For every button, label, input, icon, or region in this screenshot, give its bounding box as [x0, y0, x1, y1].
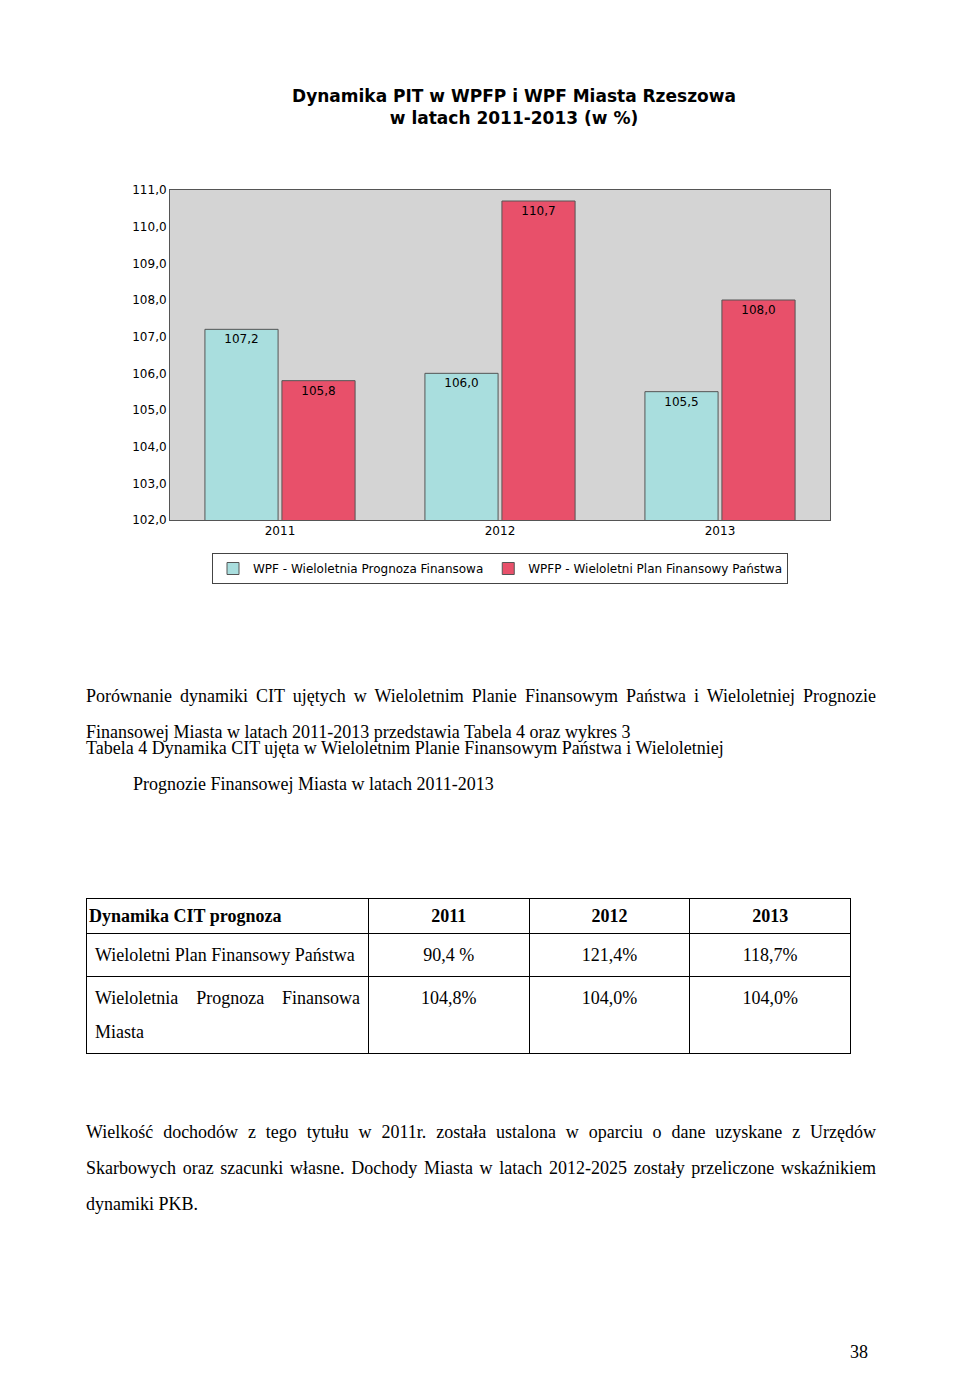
svg-text:110,0: 110,0 — [132, 220, 166, 234]
html-text:2011: 2011 — [431, 906, 467, 926]
svg-text:2011: 2011 — [265, 524, 296, 538]
html-text:104,0%: 104,0% — [581, 988, 638, 1008]
svg-text:111,0: 111,0 — [132, 183, 166, 197]
html-text:38: 38 — [850, 1342, 868, 1362]
svg-text:109,0: 109,0 — [132, 257, 166, 271]
svg-text:106,0: 106,0 — [444, 376, 478, 390]
svg-text:2013: 2013 — [705, 524, 736, 538]
html-text:118,7%: 118,7% — [742, 945, 798, 965]
svg-text:104,0: 104,0 — [132, 440, 166, 454]
html-text:121,4%: 121,4% — [581, 945, 638, 965]
svg-text:105,0: 105,0 — [132, 403, 166, 417]
svg-text:2012: 2012 — [485, 524, 516, 538]
html-text:104,8%: 104,8% — [421, 988, 477, 1008]
html-text:2013: 2013 — [752, 906, 789, 926]
html-text:104,0%: 104,0% — [742, 988, 798, 1008]
html-text:2012: 2012 — [591, 906, 628, 926]
svg-text:105,5: 105,5 — [664, 395, 698, 409]
html-text:Wielkość dochodów z tego tytuł: Wielkość dochodów z tego tytułu w 2011r.… — [86, 1122, 876, 1214]
svg-text:110,7: 110,7 — [521, 204, 555, 218]
svg-text:WPFP - Wieloletni Plan Finanso: WPFP - Wieloletni Plan Finansowy Państwa — [528, 562, 782, 576]
svg-text:108,0: 108,0 — [741, 303, 775, 317]
svg-text:106,0: 106,0 — [132, 367, 166, 381]
svg-text:WPF - Wieloletnia Prognoza Fin: WPF - Wieloletnia Prognoza Finansowa — [253, 562, 483, 576]
html-text:Dynamika CIT prognoza: Dynamika CIT prognoza — [89, 906, 282, 926]
html-text:Tabela 4 Dynamika CIT ujęta w: Tabela 4 Dynamika CIT ujęta w Wieloletni… — [86, 738, 724, 758]
html-text:90,4 %: 90,4 % — [423, 945, 475, 965]
html-text:Wieloletnia Prognoza Finansowa: Wieloletnia Prognoza Finansowa Miasta — [95, 988, 360, 1042]
svg-text:105,8: 105,8 — [301, 384, 335, 398]
svg-text:107,0: 107,0 — [132, 330, 166, 344]
html-text:Wieloletni Plan Finansowy Pańs: Wieloletni Plan Finansowy Państwa — [95, 945, 355, 965]
html-text:Prognozie Finansowej Miasta w: Prognozie Finansowej Miasta w latach 201… — [133, 774, 494, 794]
svg-text:103,0: 103,0 — [132, 477, 166, 491]
svg-text:107,2: 107,2 — [224, 332, 258, 346]
svg-text:102,0: 102,0 — [132, 513, 166, 527]
svg-text:Dynamika PIT w WPFP i WPF Mias: Dynamika PIT w WPFP i WPF Miasta Rzeszow… — [292, 86, 736, 128]
html-text:Porównanie dynamiki CIT ujętyc: Porównanie dynamiki CIT ujętych w Wielol… — [86, 686, 876, 742]
svg-text:108,0: 108,0 — [132, 293, 166, 307]
